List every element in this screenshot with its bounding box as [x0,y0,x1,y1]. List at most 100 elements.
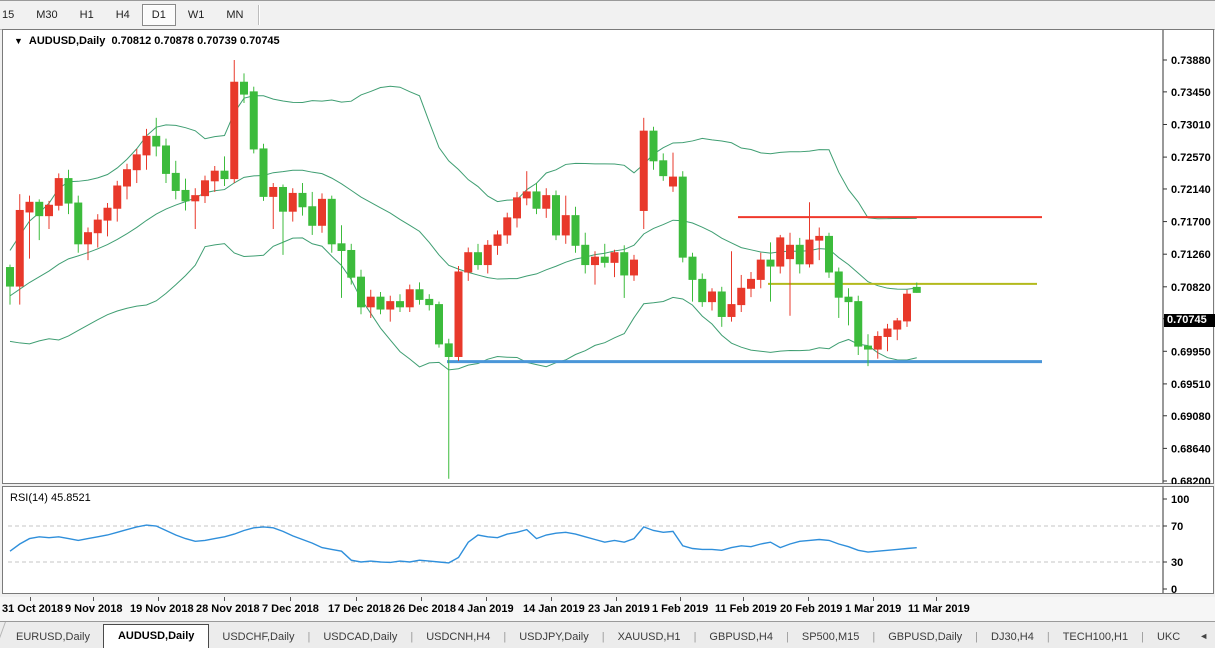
timeframe-button-w1[interactable]: W1 [187,9,205,21]
candle-body [834,271,843,298]
chart-tab-ukc[interactable]: UKC [1156,631,1181,643]
date-axis-label: 23 Jan 2019 [588,603,650,615]
bollinger-lower-band[interactable] [9,237,917,371]
timeframe-button-h1[interactable]: H1 [79,9,94,21]
tab-separator: | [872,631,876,643]
tab-separator: | [693,631,697,643]
date-axis-tick [936,597,937,601]
candle-body [376,296,385,310]
chart-tab-eurusd-daily[interactable]: EURUSD,Daily [16,631,90,643]
chart-tab-usdchf-daily[interactable]: USDCHF,Daily [222,631,295,643]
candle-body [308,206,317,226]
candle-body [659,160,668,177]
candles[interactable] [6,60,921,479]
price-axis-label: 0.68640 [1171,443,1211,455]
price-axis-label: 0.73880 [1171,55,1211,67]
price-axis-label: 0.69950 [1171,346,1211,358]
candle-body [259,148,268,197]
price-chart-pane[interactable]: 0.73880 0.73450 0.73010 0.72570 0.72140 0.717… [0,29,1215,484]
chart-tab-usdcad-daily[interactable]: USDCAD,Daily [323,631,398,643]
date-axis-tick [873,597,874,601]
toolbar-separator [258,5,261,25]
tab-separator: | [1141,631,1144,643]
candle-body [873,335,882,350]
bollinger-upper-band[interactable] [9,85,917,251]
chart-tab-bar: EURUSD,Daily AUDUSD,Daily USDCHF,Daily | USD… [0,621,1215,648]
candle-body [347,249,356,278]
candle-body [54,178,63,206]
candle-body [747,278,755,289]
candle-body [717,291,726,317]
timeframe-button-h4[interactable]: H4 [115,9,130,21]
chart-symbol-label: AUDUSD,Daily [28,35,106,47]
chart-tab-audusd-daily[interactable]: AUDUSD,Daily [102,624,210,648]
date-axis-tick [486,597,487,601]
bollinger-middle-band[interactable] [9,169,917,297]
chart-tab-dj30-h4[interactable]: DJ30,H4 [991,631,1034,643]
chart-tab-usdcnh-h4[interactable]: USDCNH,H4 [426,631,491,643]
date-axis-tick [808,597,809,601]
candle-body [357,276,365,308]
candle-body [366,296,375,308]
date-axis-label: 26 Dec 2018 [393,603,456,615]
candle-body [854,301,863,347]
candle-body [415,289,424,300]
date-axis-label: 19 Nov 2018 [130,603,194,615]
rsi-axis-label: 0 [1171,584,1177,596]
tab-separator: | [1046,631,1050,643]
chart-tab-gbpusd-daily[interactable]: GBPUSD,Daily [888,631,963,643]
tab-scroll-left-icon[interactable]: ◄ [1199,630,1209,641]
date-axis-tick [158,597,159,601]
chart-title: ▼ AUDUSD,Daily 0.70812 0.70878 0.70739 0.… [14,35,280,47]
date-axis-label: 28 Nov 2018 [196,603,260,615]
candle-body [113,185,122,209]
candle-body [503,217,512,236]
date-axis-tick [616,597,617,601]
candle-body [610,252,619,263]
rsi-chart[interactable]: 100 70 30 0 [0,484,1215,597]
date-axis-label: 11 Mar 2019 [908,603,970,615]
candle-body [903,293,911,322]
candle-body [181,189,190,202]
candle-body [883,328,892,337]
rsi-axis-label: 100 [1171,494,1189,506]
chart-tab-gbpusd-h4[interactable]: GBPUSD,H4 [709,631,773,643]
candle-body [191,195,200,202]
date-axis[interactable]: 31 Oct 2018 9 Nov 2018 19 Nov 2018 28 Nov 2… [0,597,1215,621]
chart-menu-icon[interactable]: ▼ [14,36,23,46]
timeframe-button-m30[interactable]: M30 [36,9,58,21]
chart-tab-tech100-h1[interactable]: TECH100,H1 [1062,631,1129,643]
rsi-line[interactable] [9,524,917,564]
timeframe-toolbar: 15 M30 H1 H4 D1 W1 MN [0,1,1215,30]
rsi-indicator-pane[interactable]: 100 70 30 0 RSI(14) 45.8521 [0,484,1215,597]
date-axis-tick [680,597,681,601]
timeframe-button-15[interactable]: 15 [2,9,15,21]
tab-separator: | [307,631,311,643]
date-axis-label: 14 Jan 2019 [523,603,585,615]
candlestick-chart[interactable]: 0.73880 0.73450 0.73010 0.72570 0.72140 0.717… [0,29,1215,484]
date-axis-label: 1 Feb 2019 [652,603,709,615]
chart-tab-xauusd-h1[interactable]: XAUUSD,H1 [617,631,681,643]
candle-body [396,301,404,308]
candle-body [103,207,112,221]
candle-body [35,201,44,217]
timeframe-button-mn[interactable]: MN [226,9,244,21]
price-axis-label: 0.73010 [1171,119,1211,131]
candle-body [6,267,14,287]
candle-body [64,178,73,204]
price-axis-label: 0.71700 [1171,217,1211,229]
candle-body [912,286,921,293]
candle-body [815,235,824,241]
chart-tab-usdjpy-daily[interactable]: USDJPY,Daily [519,631,589,643]
candle-body [649,130,658,162]
candle-body [230,81,239,180]
candle-body [74,202,83,245]
candle-body [386,301,395,310]
chart-tab-sp500-m15[interactable]: SP500,M15 [801,631,860,643]
timeframe-button-d1[interactable]: D1 [141,4,176,26]
date-axis-label: 9 Nov 2018 [65,603,123,615]
candle-body [464,252,473,273]
candle-body [766,259,775,267]
candle-body [152,135,161,147]
